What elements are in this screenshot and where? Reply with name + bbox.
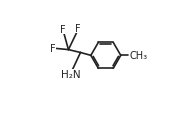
Text: H₂N: H₂N [61,70,81,79]
Text: F: F [75,24,80,34]
Text: F: F [60,25,66,35]
Text: CH₃: CH₃ [129,51,147,61]
Text: F: F [50,44,56,53]
